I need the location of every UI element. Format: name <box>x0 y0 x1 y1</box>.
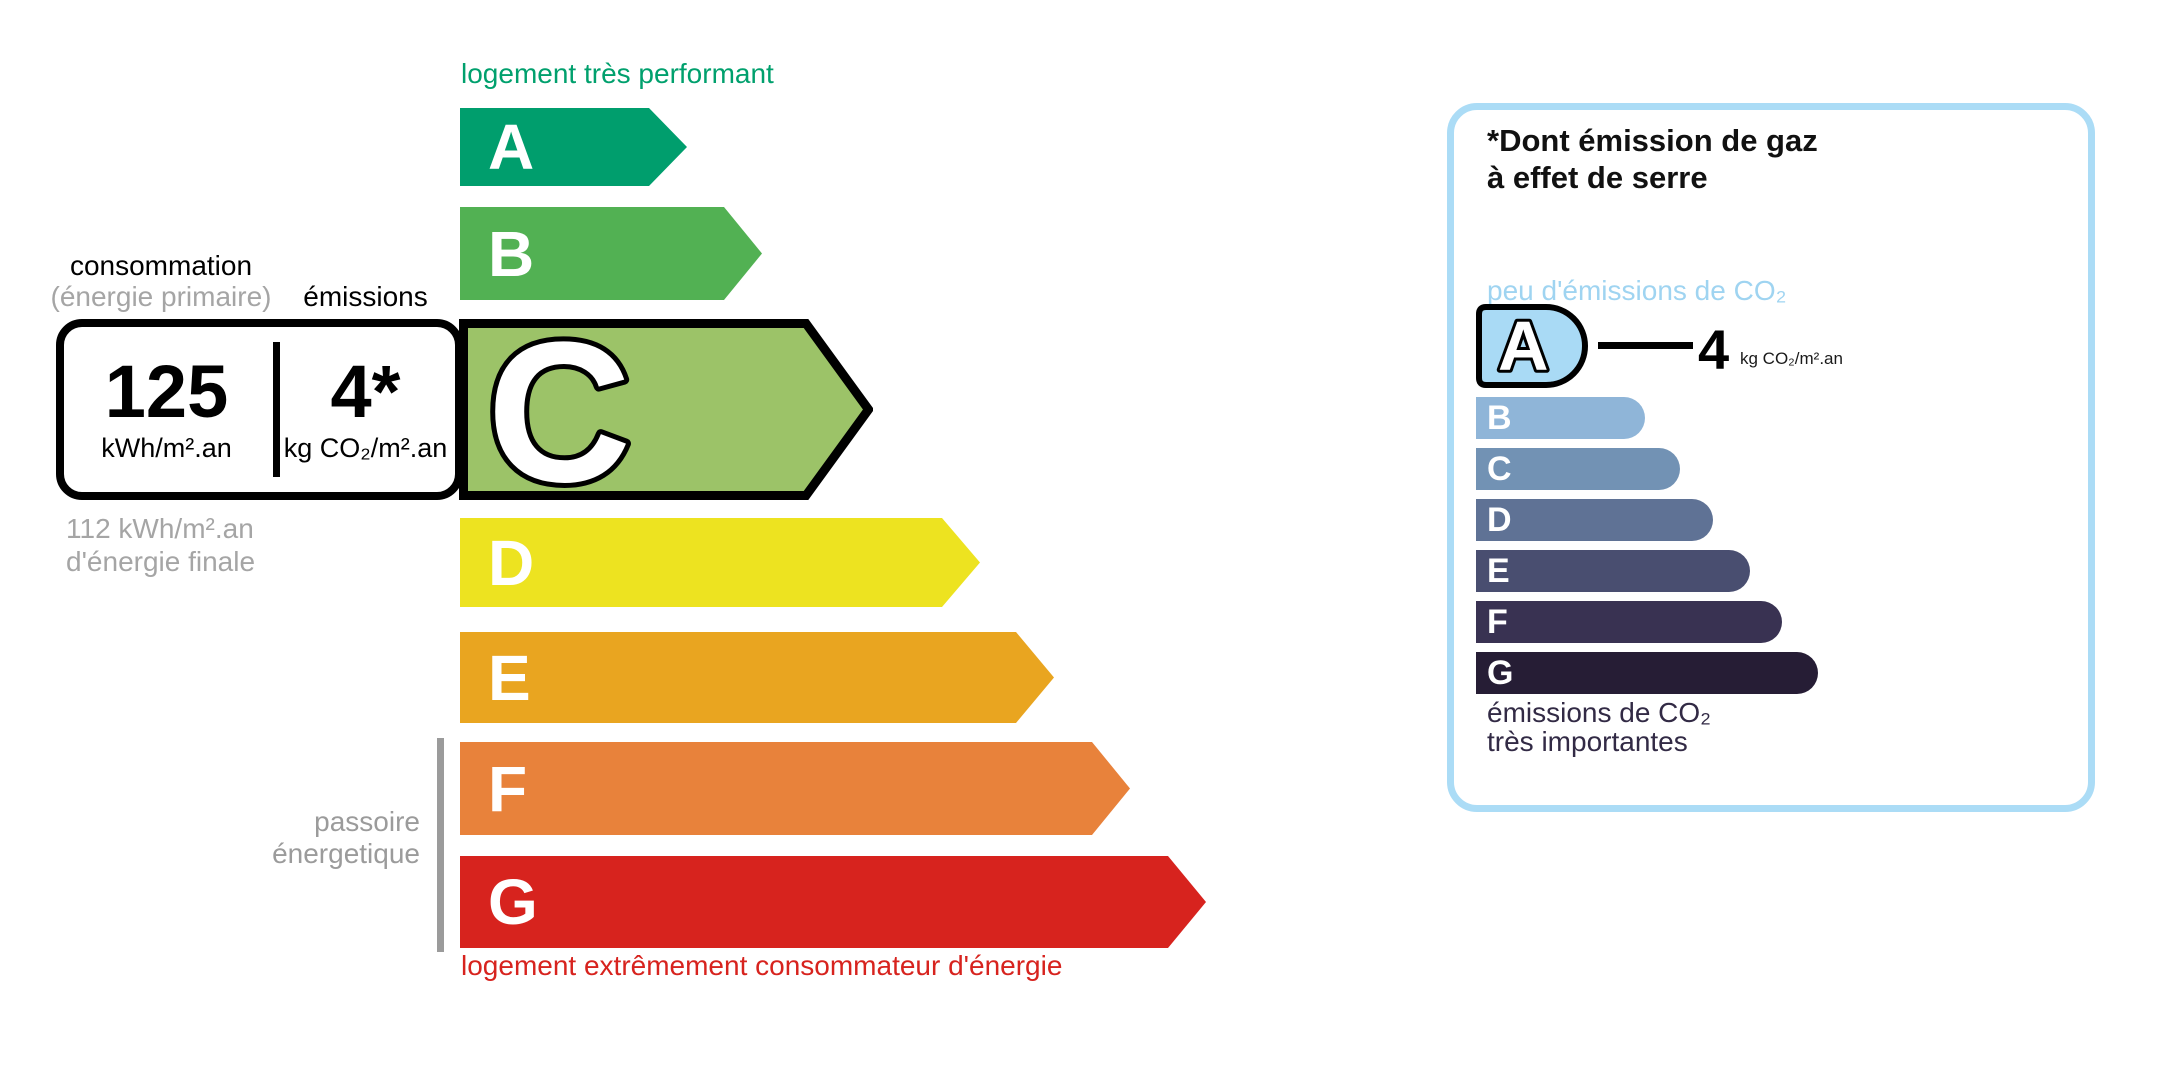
co2-panel: *Dont émission de gaz à effet de serre p… <box>1447 103 2095 812</box>
co2-class-letter-d: D <box>1487 501 1512 539</box>
co2-panel-title-line1: *Dont émission de gaz <box>1487 123 1818 158</box>
consumption-unit: kWh/m².an <box>101 433 232 463</box>
co2-class-bar-f: F <box>1476 601 1782 643</box>
co2-panel-title-line2: à effet de serre <box>1487 160 1708 195</box>
co2-class-letter-e: E <box>1487 552 1510 590</box>
energy-class-arrow-a: A <box>460 108 687 186</box>
co2-class-letter-b: B <box>1487 399 1512 437</box>
co2-class-letter-f: F <box>1487 603 1508 641</box>
co2-class-letter-c: C <box>1487 450 1512 488</box>
energy-class-arrow-d: D <box>460 518 980 607</box>
score-box: 125 kWh/m².an 4* kg CO₂/m².an <box>56 319 463 500</box>
energy-class-letter-b: B <box>488 217 535 290</box>
co2-class-bar-d: D <box>1476 499 1713 541</box>
co2-class-bar-e: E <box>1476 550 1750 592</box>
co2-high-emissions-label: émissions de CO₂ très importantes <box>1487 698 1711 756</box>
emissions-unit: kg CO₂/m².an <box>283 433 448 463</box>
consumption-header: consommation (énergie primaire) <box>36 250 286 312</box>
co2-class-bar-c: C <box>1476 448 1680 490</box>
co2-value-connector-line <box>1598 342 1693 349</box>
co2-value-unit: kg CO₂/m².an <box>1740 349 1843 368</box>
energy-class-arrow-b: B <box>460 207 762 300</box>
co2-high-emissions-label-line2: très importantes <box>1487 726 1688 757</box>
emissions-header: émissions <box>303 281 428 312</box>
energy-class-arrow-g: G <box>460 856 1206 948</box>
consumption-header-line1: consommation <box>69 250 253 281</box>
energy-class-letter-f: F <box>488 752 528 825</box>
co2-class-bar-g: G <box>1476 652 1818 694</box>
energy-class-arrow-c-shape <box>459 319 873 500</box>
passoire-bracket-bar <box>437 738 444 952</box>
energy-class-letter-a: A <box>488 111 535 183</box>
consumption-cell: 125 kWh/m².an <box>64 327 269 492</box>
consumption-header-line2: (énergie primaire) <box>50 281 272 312</box>
emissions-value: 4* <box>330 350 401 433</box>
top-performance-label: logement très performant <box>461 58 774 89</box>
energy-class-letter-d: D <box>488 526 535 599</box>
co2-value: 4 <box>1698 318 1730 381</box>
energy-class-letter-g: G <box>488 866 538 938</box>
final-energy-note: 112 kWh/m².an d'énergie finale <box>66 512 255 578</box>
co2-class-bar-b: B <box>1476 397 1645 439</box>
co2-low-emissions-label: peu d'émissions de CO₂ <box>1487 275 1787 306</box>
passoire-note: passoire énergetique <box>240 806 420 870</box>
passoire-note-line1: passoire <box>314 806 420 837</box>
consumption-value: 125 <box>104 350 229 433</box>
co2-high-emissions-label-line1: émissions de CO₂ <box>1487 697 1712 728</box>
energy-class-arrow-e: E <box>460 632 1054 723</box>
co2-panel-title: *Dont émission de gaz à effet de serre <box>1487 122 1818 196</box>
score-box-divider <box>273 342 280 477</box>
final-energy-line2: d'énergie finale <box>66 546 256 577</box>
energy-class-arrow-c: C <box>459 319 873 500</box>
co2-class-letter-a: A <box>1498 307 1549 385</box>
energy-class-letter-c: C <box>487 319 631 500</box>
energy-class-letter-e: E <box>488 641 531 714</box>
energy-class-arrow-f: F <box>460 742 1130 835</box>
final-energy-line1: 112 kWh/m².an <box>66 513 254 544</box>
passoire-note-line2: énergetique <box>272 838 420 869</box>
bottom-consumer-label: logement extrêmement consommateur d'éner… <box>461 950 1063 981</box>
emissions-cell: 4* kg CO₂/m².an <box>276 327 455 492</box>
co2-class-a-badge-shape <box>1476 304 1588 388</box>
co2-class-a-badge: A <box>1476 304 1588 388</box>
co2-class-letter-g: G <box>1487 654 1514 692</box>
